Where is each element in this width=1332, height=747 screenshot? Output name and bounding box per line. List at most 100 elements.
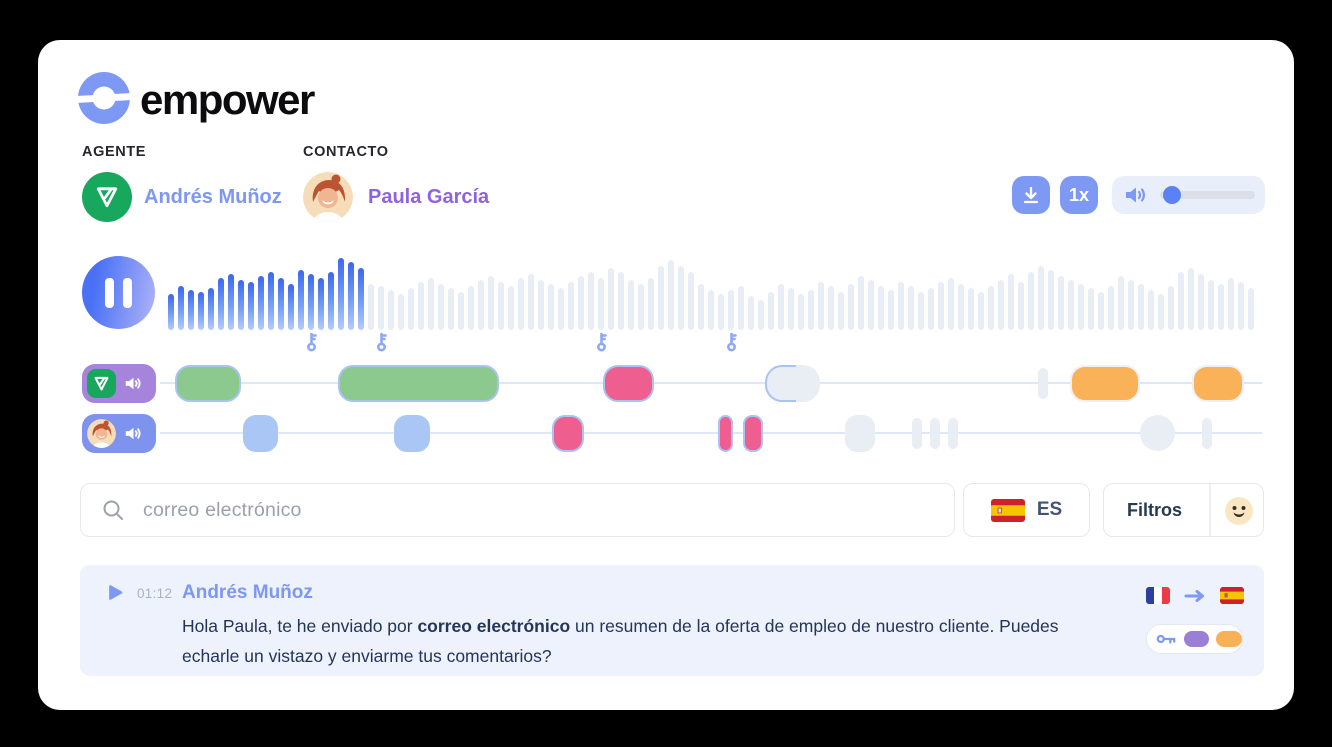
keyword-marker-key-icon[interactable] [304,332,319,352]
timeline-segment-green[interactable] [338,365,499,402]
entry-text: Hola Paula, te he enviado por correo ele… [182,616,1059,666]
waveform-bar [908,286,914,330]
waveform-bar [618,272,624,330]
contact-name[interactable]: Paula García [368,186,490,208]
download-button[interactable] [1012,176,1050,214]
waveform-bar [218,278,224,330]
waveform-bar [538,280,544,330]
language-selector[interactable]: ES [963,483,1090,537]
waveform-bar [178,286,184,330]
timeline-segment-orange[interactable] [1070,365,1140,402]
speaker-icon [1126,187,1145,203]
waveform-bar [228,274,234,330]
timeline-segment-blue[interactable] [243,415,278,452]
volume-track[interactable] [1160,191,1255,199]
waveform-bar [1028,272,1034,330]
waveform-bar [318,278,324,330]
waveform-bar [788,288,794,330]
transcript-entry[interactable]: 01:12 Andrés Muñoz Hola Paula, te he env… [80,565,1264,676]
waveform-bar [708,290,714,330]
waveform-bar [758,300,764,330]
waveform-bar [848,284,854,330]
timeline-segment-pink-sq[interactable] [552,415,584,452]
waveform[interactable] [168,258,1262,330]
spain-flag-icon [990,498,1025,522]
language-code: ES [1036,499,1063,520]
timeline-segment-pink[interactable] [603,365,654,402]
entry-speaker-name[interactable]: Andrés Muñoz [182,582,313,603]
waveform-bar [498,282,504,330]
timeline-segment-bar[interactable] [930,418,940,449]
waveform-bar [1138,284,1144,330]
timeline-segment-gray-sq[interactable] [845,415,875,452]
mute-speaker-icon[interactable] [124,375,143,392]
contact-track-header[interactable] [82,414,156,453]
timeline-segment-gray-circle[interactable] [1140,415,1175,451]
search-icon [103,500,123,520]
contact-track-segments [38,415,1294,452]
waveform-bar [768,292,774,330]
waveform-bar [748,296,754,330]
waveform-bar [638,284,644,330]
volume-knob[interactable] [1162,186,1181,204]
waveform-bar [878,286,884,330]
timeline-segment-blue[interactable] [394,415,430,452]
waveform-bar [998,280,1004,330]
waveform-bar [1198,274,1204,330]
search-input[interactable]: correo electrónico [80,483,955,537]
contact-timeline-track [38,414,1294,453]
timeline-segment-bar[interactable] [1202,418,1212,449]
waveform-bar [1178,272,1184,330]
waveform-bar [1208,280,1214,330]
waveform-bar [408,288,414,330]
timeline-segment-bar[interactable] [912,418,922,449]
waveform-bar [478,280,484,330]
waveform-bar [358,268,364,330]
waveform-bar [778,284,784,330]
waveform-bar [468,286,474,330]
waveform-bar [388,290,394,330]
volume-control[interactable] [1112,176,1265,214]
sentiment-smiley-icon[interactable] [1224,496,1254,526]
timeline-segment-orange[interactable] [1192,365,1244,402]
waveform-bar [928,288,934,330]
timeline-segment-green[interactable] [175,365,241,402]
waveform-bar [658,266,664,330]
timeline-segment-bar[interactable] [948,418,958,449]
keyword-marker-key-icon[interactable] [594,332,609,352]
contact-avatar [303,172,353,222]
waveform-bar [428,278,434,330]
timeline-segment-gray-half[interactable] [765,365,820,402]
waveform-bar [608,268,614,330]
waveform-bar [738,286,744,330]
timeline-line [160,382,1262,384]
waveform-bar [168,294,174,330]
playback-speed-button[interactable]: 1x [1060,176,1098,214]
waveform-bar [248,282,254,330]
waveform-bar [1108,286,1114,330]
waveform-bar [1158,294,1164,330]
agent-name[interactable]: Andrés Muñoz [144,186,282,208]
waveform-bar [898,282,904,330]
keyword-marker-key-icon[interactable] [374,332,389,352]
pause-button[interactable] [82,256,155,329]
waveform-bar [1038,266,1044,330]
filters-button[interactable]: Filtros [1103,483,1264,537]
waveform-bar [1218,284,1224,330]
keyword-tag-purple [1183,631,1210,647]
play-entry-icon[interactable] [107,584,124,601]
mute-speaker-icon[interactable] [124,425,143,442]
search-query: correo electrónico [143,498,302,521]
agent-track-header[interactable] [82,364,156,403]
timeline-segment-pink-bar[interactable] [743,415,763,452]
waveform-bar [1228,278,1234,330]
keyword-tags[interactable] [1146,624,1243,654]
waveform-bar [398,294,404,330]
waveform-bar [458,292,464,330]
waveform-bar [1008,274,1014,330]
timeline-segment-bar[interactable] [1038,368,1048,399]
waveform-bar [838,292,844,330]
timeline-segment-pink-bar[interactable] [718,415,733,452]
waveform-bar [418,282,424,330]
keyword-marker-key-icon[interactable] [724,332,739,352]
